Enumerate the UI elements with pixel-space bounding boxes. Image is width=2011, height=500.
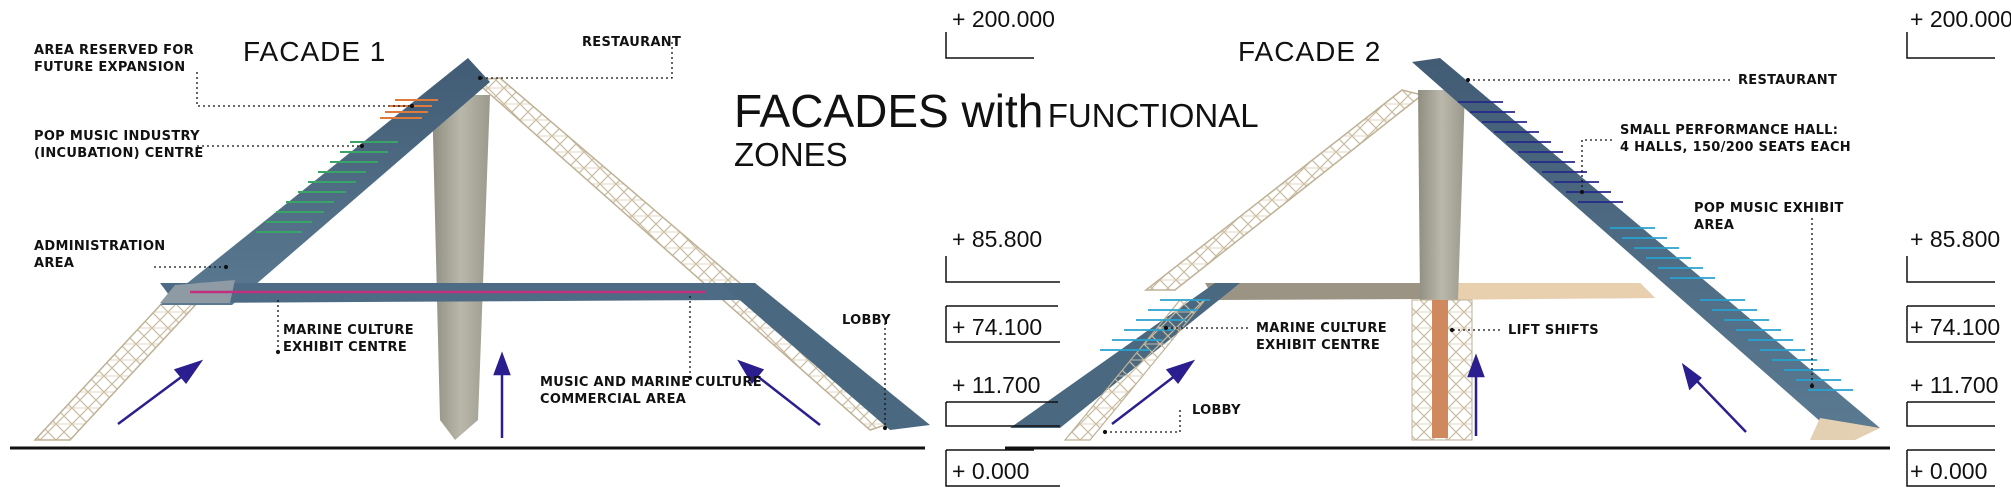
label-marine-exhibit-f1: MARINE CULTURE EXHIBIT CENTRE <box>283 322 414 356</box>
facade-2-tan-beam <box>1420 283 1655 300</box>
main-title-small: FUNCTIONAL <box>1047 97 1259 134</box>
elevation-right-0: + 0.000 <box>1910 458 1988 484</box>
label-lobby-f2-line1: LOBBY <box>1192 403 1241 418</box>
facade-1-drawing <box>10 42 930 450</box>
label-pop-industry: POP MUSIC INDUSTRY (INCUBATION) CENTRE <box>34 128 204 162</box>
elevation-left-74-1: + 74.100 <box>952 314 1043 340</box>
label-restaurant-f2-line1: RESTAURANT <box>1738 73 1838 88</box>
label-reserved-area: AREA RESERVED FOR FUTURE EXPANSION <box>34 42 194 76</box>
label-performance-hall: SMALL PERFORMANCE HALL: 4 HALLS, 150/200… <box>1620 122 1851 156</box>
label-performance-hall-line2: 4 HALLS, 150/200 SEATS EACH <box>1620 140 1851 155</box>
elevation-left-85-8: + 85.800 <box>952 226 1043 252</box>
label-pop-exhibit: POP MUSIC EXHIBIT AREA <box>1694 200 1844 234</box>
elevation-right-85-8: + 85.800 <box>1910 226 2001 252</box>
facade-2-arrows <box>1111 353 1747 436</box>
main-title-line2: ZONES <box>734 136 848 173</box>
label-administration-line2: AREA <box>34 256 75 271</box>
facade-2-main-facade <box>1412 58 1880 430</box>
facade-2-drawing <box>1005 58 1890 450</box>
facade-2-stripes-cyan <box>1610 227 1853 391</box>
facade-1-right-facade <box>720 283 930 430</box>
label-pop-industry-line1: POP MUSIC INDUSTRY <box>34 129 200 144</box>
label-reserved-line2: FUTURE EXPANSION <box>34 60 186 75</box>
facade-1-arrows <box>117 351 821 438</box>
facade-2-left-truss <box>1143 89 1424 291</box>
facade-2-central-column <box>1418 90 1465 300</box>
facade-1-central-column <box>432 95 490 440</box>
label-marine-exhibit-f2: MARINE CULTURE EXHIBIT CENTRE <box>1256 320 1387 354</box>
label-marine-exhibit-f1-line2: EXHIBIT CENTRE <box>283 340 408 355</box>
elevation-left-0: + 0.000 <box>952 458 1030 484</box>
elevation-right-200: + 200.000 <box>1910 6 2011 32</box>
label-lift-shafts: LIFT SHIFTS <box>1508 322 1599 339</box>
main-title-big: FACADES with <box>734 85 1044 137</box>
elevation-left-200: + 200.000 <box>952 6 1055 32</box>
label-marine-exhibit-f2-line2: EXHIBIT CENTRE <box>1256 338 1381 353</box>
label-lobby-f1: LOBBY <box>842 312 891 329</box>
label-reserved-line1: AREA RESERVED FOR <box>34 43 194 58</box>
facade-2-right-foot <box>1810 418 1880 440</box>
facade-2-lift-core <box>1432 300 1448 438</box>
elevation-right-11-7: + 11.700 <box>1910 372 1999 398</box>
main-title: FACADES with FUNCTIONAL ZONES <box>734 84 1259 174</box>
label-restaurant-f1: RESTAURANT <box>582 34 681 51</box>
label-commercial-line2: COMMERCIAL AREA <box>540 392 687 407</box>
facade-1-stripes-green <box>256 141 398 233</box>
label-lift-shafts-line1: LIFT SHIFTS <box>1508 323 1599 338</box>
label-lobby-f1-line1: LOBBY <box>842 313 891 328</box>
elevation-left-11-7: + 11.700 <box>952 372 1041 398</box>
elevation-right-74-1: + 74.100 <box>1910 314 2001 340</box>
label-marine-exhibit-f2-line1: MARINE CULTURE <box>1256 321 1387 336</box>
facade-2-title: FACADE 2 <box>1238 36 1382 67</box>
label-pop-exhibit-line1: POP MUSIC EXHIBIT <box>1694 201 1844 216</box>
facade-2-stripes-navy <box>1458 101 1623 203</box>
label-restaurant-f2: RESTAURANT <box>1738 72 1837 89</box>
label-administration: ADMINISTRATION AREA <box>34 238 165 272</box>
facade-2-leaders <box>1102 77 1815 435</box>
label-commercial-line1: MUSIC AND MARINE CULTURE <box>540 375 762 390</box>
elevation-markers <box>945 32 1995 487</box>
label-lobby-f2: LOBBY <box>1192 402 1241 419</box>
label-pop-exhibit-line2: AREA <box>1694 218 1735 233</box>
label-marine-exhibit-f1-line1: MARINE CULTURE <box>283 323 414 338</box>
label-pop-industry-line2: (INCUBATION) CENTRE <box>34 146 204 161</box>
label-administration-line1: ADMINISTRATION <box>34 239 166 254</box>
label-performance-hall-line1: SMALL PERFORMANCE HALL: <box>1620 123 1839 138</box>
label-restaurant-f1-line1: RESTAURANT <box>582 35 682 50</box>
label-commercial-area: MUSIC AND MARINE CULTURE COMMERCIAL AREA <box>540 374 762 408</box>
facade-1-leaders <box>154 42 888 431</box>
facade-1-title: FACADE 1 <box>243 36 387 67</box>
